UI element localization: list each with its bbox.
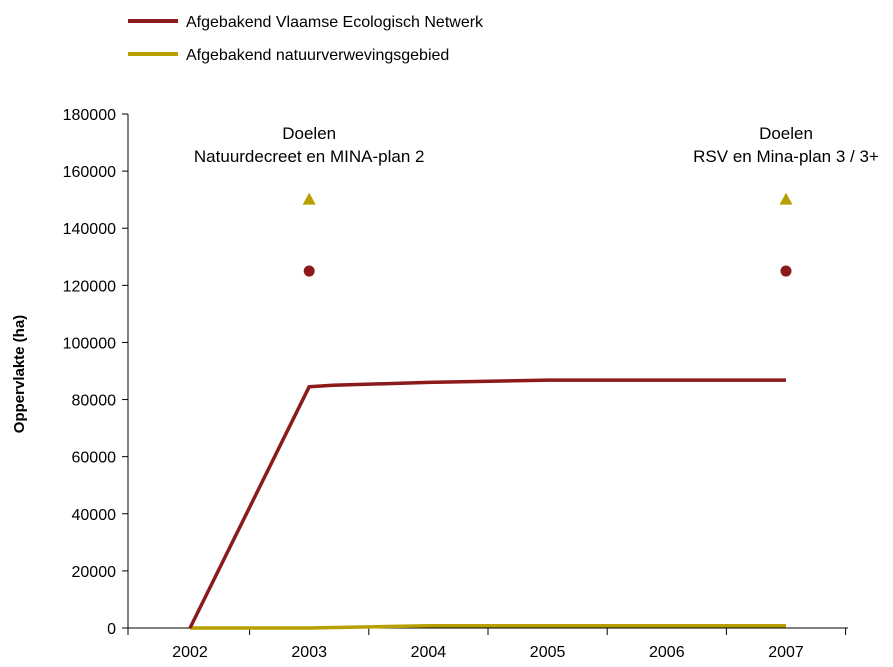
target-marker-triangle <box>779 192 793 205</box>
annotation-text: Doelen <box>282 124 336 143</box>
y-tick-label: 140000 <box>63 221 116 238</box>
series-line <box>190 623 786 630</box>
y-tick-label: 100000 <box>63 335 116 352</box>
x-tick-label: 2006 <box>649 644 685 661</box>
target-marker-circle <box>780 265 792 277</box>
x-tick-label: 2007 <box>768 644 804 661</box>
y-tick-label: 60000 <box>72 450 117 467</box>
y-tick-label: 20000 <box>72 564 117 581</box>
series-line <box>188 378 786 629</box>
legend-label: Afgebakend natuurverwevingsgebied <box>186 47 449 64</box>
annotation-text: Doelen <box>759 124 813 143</box>
y-axis-label: Oppervlakte (ha) <box>11 315 28 433</box>
axes <box>122 113 848 635</box>
target-marker-circle <box>303 265 315 277</box>
annotations: Doelen Natuurdecreet en MINA-plan 2 Doelen… <box>194 124 879 166</box>
x-tick-label: 2002 <box>172 644 208 661</box>
legend-label: Afgebakend Vlaamse Ecologisch Netwerk <box>186 14 484 31</box>
y-tick-labels: 0 20000 40000 60000 80000 100000 120000 140000 1… <box>63 107 116 638</box>
y-tick-label: 120000 <box>63 278 116 295</box>
annotation-text: Natuurdecreet en MINA-plan 2 <box>194 147 425 166</box>
y-tick-label: 40000 <box>72 507 117 524</box>
y-tick-label: 160000 <box>63 164 116 181</box>
x-tick-label: 2003 <box>291 644 327 661</box>
y-tick-label: 80000 <box>72 393 117 410</box>
target-marker-triangle <box>302 192 316 205</box>
x-tick-labels: 2002 2003 2004 2005 2006 2007 <box>172 644 804 661</box>
series-lines <box>188 378 786 630</box>
x-tick-label: 2005 <box>530 644 566 661</box>
x-tick-label: 2004 <box>411 644 447 661</box>
legend: Afgebakend Vlaamse Ecologisch Netwerk Afg… <box>128 14 484 64</box>
annotation-text: RSV en Mina-plan 3 / 3+ <box>693 147 879 166</box>
y-tick-label: 0 <box>107 621 116 638</box>
y-tick-label: 180000 <box>63 107 116 124</box>
target-markers <box>302 192 793 277</box>
